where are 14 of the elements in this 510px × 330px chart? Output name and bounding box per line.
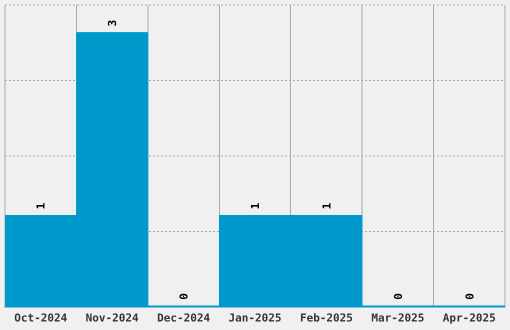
x-tick-label: Mar-2025 [371, 311, 424, 324]
data-label: 0 [392, 293, 405, 300]
x-tick-label: Dec-2024 [157, 311, 210, 324]
data-label: 0 [178, 293, 191, 300]
data-label: 1 [320, 202, 334, 210]
data-label: 0 [463, 293, 476, 300]
data-label: 1 [249, 202, 262, 210]
x-tick-label: Apr-2025 [442, 311, 496, 324]
data-label: 3 [106, 20, 120, 26]
x-tick-label: Jan-2025 [228, 311, 282, 324]
x-tick-label: Feb-2025 [300, 311, 353, 324]
x-tick-label: Nov-2024 [86, 311, 140, 324]
data-label: 1 [34, 202, 48, 210]
x-tick-label: Oct-2024 [14, 311, 68, 324]
